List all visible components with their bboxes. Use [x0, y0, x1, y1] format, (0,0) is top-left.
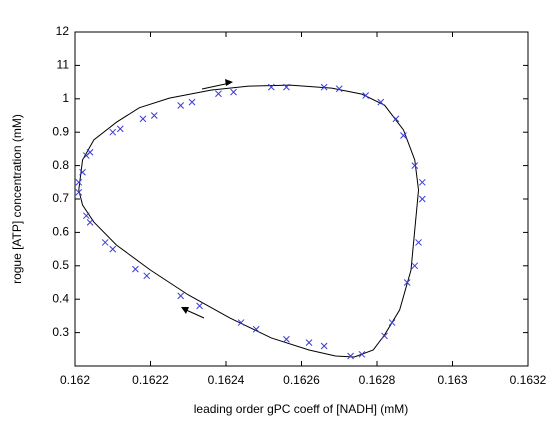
y-tick-label: 0.6: [52, 225, 69, 239]
y-tick-label: 11: [57, 58, 70, 72]
x-tick-label: 0.1624: [208, 373, 245, 387]
marker: [237, 319, 245, 326]
x-tick-label: 0.162: [60, 373, 90, 387]
marker: [411, 162, 419, 169]
marker: [196, 302, 203, 310]
y-tick-label: 0.7: [52, 191, 69, 205]
y-tick-label: 0.5: [52, 258, 69, 272]
marker: [143, 272, 151, 280]
marker: [75, 188, 83, 196]
marker: [177, 292, 185, 300]
x-tick-label: 0.1622: [132, 373, 169, 387]
marker: [347, 352, 354, 360]
marker: [86, 219, 94, 226]
y-tick-label: 0.4: [52, 291, 69, 305]
y-tick-label: 1: [62, 91, 69, 105]
marker: [215, 90, 222, 98]
marker: [86, 148, 94, 156]
marker: [388, 319, 396, 326]
marker: [403, 279, 411, 286]
x-axis-label: leading order gPC coeff of [NADH] (mM): [194, 402, 409, 416]
marker: [267, 83, 275, 91]
marker: [101, 239, 109, 246]
marker: [335, 85, 343, 93]
marker: [79, 168, 86, 176]
y-axis-label: rogue [ATP] concentration (mM): [10, 114, 24, 284]
marker: [320, 342, 328, 350]
marker: [415, 239, 422, 246]
marker: [418, 178, 426, 186]
arrow: [201, 79, 233, 90]
marker: [362, 92, 370, 99]
marker: [139, 115, 147, 123]
y-tick-label: 12: [56, 24, 70, 38]
marker: [392, 115, 400, 123]
x-tick-label: 0.1626: [283, 373, 320, 387]
marker: [75, 178, 83, 186]
plot-frame: [74, 31, 529, 367]
arrow: [181, 307, 205, 319]
x-tick-label: 0.1632: [510, 373, 547, 387]
marker: [377, 98, 385, 106]
curve: [78, 84, 420, 358]
marker: [177, 102, 185, 109]
marker: [320, 83, 328, 91]
y-tick-label: 0.8: [52, 158, 69, 172]
marker: [132, 265, 139, 273]
x-tick-label: 0.163: [437, 373, 467, 387]
marker: [109, 128, 117, 136]
marker: [358, 350, 366, 358]
marker: [418, 195, 426, 203]
marker: [82, 212, 90, 220]
x-tick-label: 0.1628: [359, 373, 396, 387]
y-tick-label: 0.9: [52, 124, 69, 138]
marker: [400, 132, 407, 139]
marker: [381, 332, 388, 340]
marker: [283, 335, 290, 343]
marker: [252, 325, 260, 333]
marker: [150, 112, 158, 119]
marker: [283, 83, 290, 91]
marker: [230, 88, 237, 96]
y-tick-label: 0.3: [52, 325, 69, 339]
marker: [188, 98, 196, 106]
marker: [305, 339, 313, 346]
marker: [411, 262, 419, 270]
marker: [116, 125, 124, 133]
marker: [109, 245, 117, 253]
